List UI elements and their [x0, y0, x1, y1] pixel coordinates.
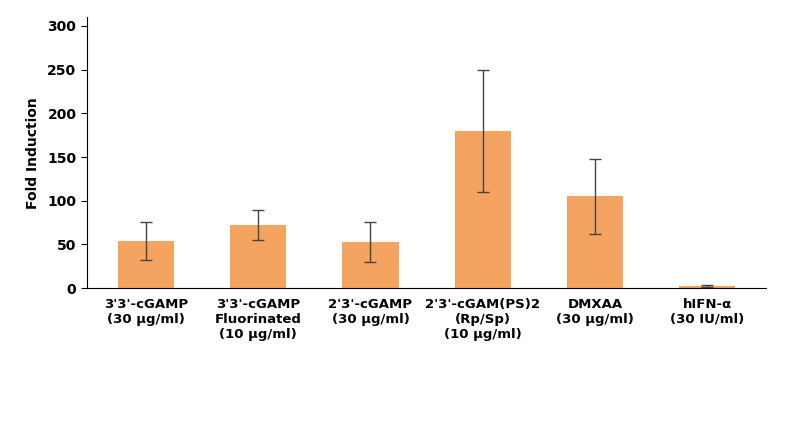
Bar	[342, 242, 398, 288]
Y-axis label: Fold Induction: Fold Induction	[26, 97, 40, 209]
Bar	[567, 197, 623, 288]
Bar	[455, 131, 511, 288]
Bar	[118, 241, 174, 288]
Bar	[230, 225, 286, 288]
Bar	[679, 286, 735, 288]
